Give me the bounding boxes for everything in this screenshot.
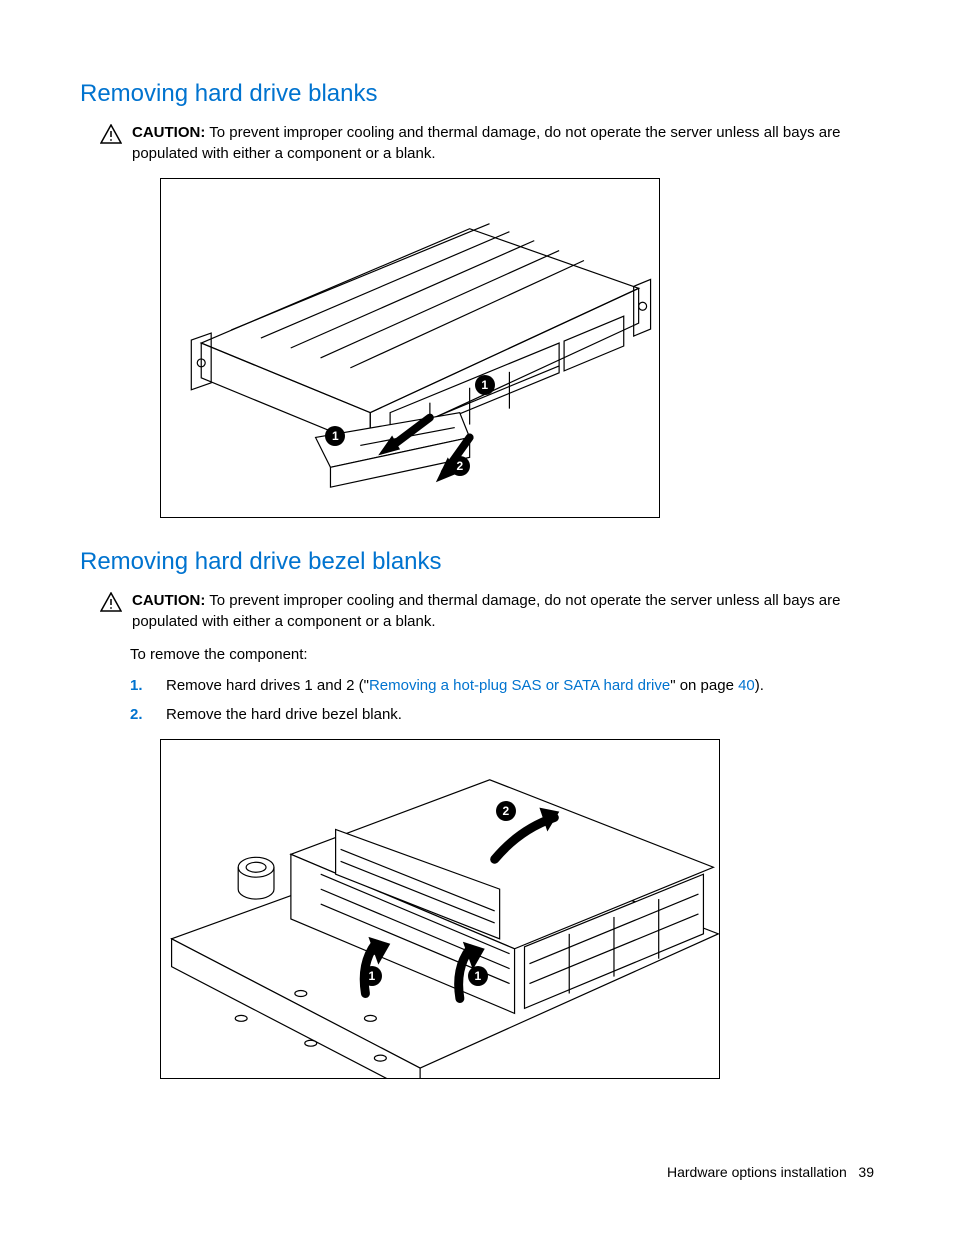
caution-body: To prevent improper cooling and thermal …	[132, 592, 840, 630]
step-text: Remove hard drives 1 and 2 ("Removing a …	[166, 675, 764, 696]
intro-text: To remove the component:	[130, 644, 874, 665]
step-text: Remove the hard drive bezel blank.	[166, 704, 402, 725]
page-ref-link[interactable]: 40	[738, 677, 755, 694]
server-illustration-2	[161, 740, 719, 1078]
step-1: 1. Remove hard drives 1 and 2 ("Removing…	[130, 675, 874, 696]
caution-body: To prevent improper cooling and thermal …	[132, 124, 840, 162]
section-heading-1: Removing hard drive blanks	[80, 80, 874, 108]
step-number: 1.	[130, 675, 148, 696]
footer-page-number: 39	[858, 1164, 874, 1180]
caution-text-1: CAUTION: To prevent improper cooling and…	[132, 122, 874, 164]
step-number: 2.	[130, 704, 148, 725]
server-illustration-1	[161, 179, 659, 517]
step-2: 2. Remove the hard drive bezel blank.	[130, 704, 874, 725]
figure-bezel-blank-removal: 2 1 1	[160, 739, 720, 1079]
callout-1b: 1	[325, 426, 345, 446]
callout-2: 2	[496, 801, 516, 821]
page-footer: Hardware options installation 39	[667, 1164, 874, 1180]
caution-label: CAUTION:	[132, 592, 205, 609]
step-list: 1. Remove hard drives 1 and 2 ("Removing…	[130, 675, 874, 725]
cross-ref-link[interactable]: Removing a hot-plug SAS or SATA hard dri…	[369, 677, 670, 694]
callout-2: 2	[450, 456, 470, 476]
caution-label: CAUTION:	[132, 124, 205, 141]
section-heading-2: Removing hard drive bezel blanks	[80, 548, 874, 576]
caution-block-1: CAUTION: To prevent improper cooling and…	[100, 122, 874, 164]
warning-triangle-icon	[100, 124, 122, 149]
warning-triangle-icon	[100, 592, 122, 617]
figure-server-blank-removal: 1 1 2	[160, 178, 660, 518]
footer-section-title: Hardware options installation	[667, 1164, 847, 1180]
callout-1a: 1	[475, 375, 495, 395]
caution-text-2: CAUTION: To prevent improper cooling and…	[132, 590, 874, 632]
caution-block-2: CAUTION: To prevent improper cooling and…	[100, 590, 874, 632]
document-page: Removing hard drive blanks CAUTION: To p…	[0, 0, 954, 1149]
